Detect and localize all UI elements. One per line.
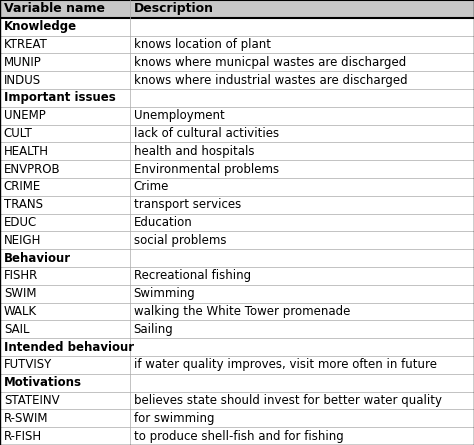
- Text: knows where industrial wastes are discharged: knows where industrial wastes are discha…: [134, 73, 407, 87]
- Text: R-FISH: R-FISH: [4, 429, 42, 443]
- Text: Education: Education: [134, 216, 192, 229]
- Text: Crime: Crime: [134, 180, 169, 194]
- Text: MUNIP: MUNIP: [4, 56, 42, 69]
- Text: Recreational fishing: Recreational fishing: [134, 269, 251, 283]
- Text: to produce shell-fish and for fishing: to produce shell-fish and for fishing: [134, 429, 344, 443]
- Text: Important issues: Important issues: [4, 91, 116, 105]
- Text: Swimming: Swimming: [134, 287, 195, 300]
- Text: Environmental problems: Environmental problems: [134, 162, 279, 176]
- Text: NEIGH: NEIGH: [4, 234, 41, 247]
- Text: Sailing: Sailing: [134, 323, 173, 336]
- Text: FISHR: FISHR: [4, 269, 38, 283]
- Text: social problems: social problems: [134, 234, 226, 247]
- Text: TRANS: TRANS: [4, 198, 43, 211]
- Text: HEALTH: HEALTH: [4, 145, 49, 158]
- Text: Behaviour: Behaviour: [4, 251, 71, 265]
- Text: STATEINV: STATEINV: [4, 394, 59, 407]
- Text: health and hospitals: health and hospitals: [134, 145, 254, 158]
- Text: KTREAT: KTREAT: [4, 38, 48, 51]
- Text: if water quality improves, visit more often in future: if water quality improves, visit more of…: [134, 358, 437, 372]
- Text: Intended behaviour: Intended behaviour: [4, 340, 134, 354]
- Text: Motivations: Motivations: [4, 376, 82, 389]
- Text: Variable name: Variable name: [4, 2, 105, 16]
- Text: Unemployment: Unemployment: [134, 109, 224, 122]
- Bar: [0, 0, 474, 18]
- Text: Description: Description: [134, 2, 214, 16]
- Text: SAIL: SAIL: [4, 323, 29, 336]
- Text: Knowledge: Knowledge: [4, 20, 77, 33]
- Text: CRIME: CRIME: [4, 180, 41, 194]
- Text: WALK: WALK: [4, 305, 37, 318]
- Text: believes state should invest for better water quality: believes state should invest for better …: [134, 394, 442, 407]
- Text: ENVPROB: ENVPROB: [4, 162, 60, 176]
- Text: FUTVISY: FUTVISY: [4, 358, 52, 372]
- Text: INDUS: INDUS: [4, 73, 41, 87]
- Text: R-SWIM: R-SWIM: [4, 412, 48, 425]
- Text: transport services: transport services: [134, 198, 241, 211]
- Text: CULT: CULT: [4, 127, 33, 140]
- Text: UNEMP: UNEMP: [4, 109, 46, 122]
- Text: knows location of plant: knows location of plant: [134, 38, 271, 51]
- Text: walking the White Tower promenade: walking the White Tower promenade: [134, 305, 350, 318]
- Text: lack of cultural activities: lack of cultural activities: [134, 127, 279, 140]
- Text: knows where municpal wastes are discharged: knows where municpal wastes are discharg…: [134, 56, 406, 69]
- Text: SWIM: SWIM: [4, 287, 36, 300]
- Text: EDUC: EDUC: [4, 216, 37, 229]
- Text: for swimming: for swimming: [134, 412, 214, 425]
